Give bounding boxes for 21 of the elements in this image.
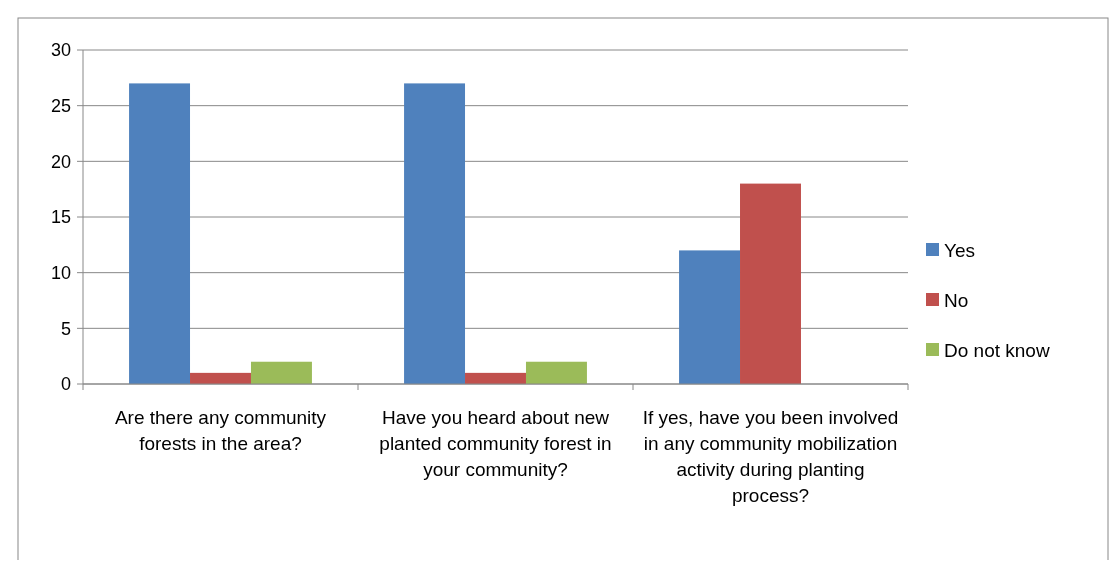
bar: [740, 183, 801, 384]
bar: [465, 372, 526, 384]
y-tick-label: 15: [50, 207, 71, 228]
bar: [525, 361, 587, 384]
x-tick-label: Are there any community forests in the area?: [114, 407, 327, 454]
y-tick-label: 5: [60, 318, 71, 339]
bar: [404, 83, 466, 384]
bar: [250, 361, 312, 384]
y-tick-label: 20: [50, 151, 71, 172]
x-tick-label: If yes, have you been involved in any community mobilization activity during planting process?: [642, 407, 899, 506]
bar: [190, 372, 251, 384]
bar: [129, 83, 191, 384]
legend-label: Do not know: [944, 339, 1050, 361]
y-tick-label: 10: [50, 262, 71, 283]
legend-label: Yes: [944, 239, 975, 261]
y-tick-label: 30: [50, 40, 71, 61]
x-tick-label: Have you heard about new planted community forest in your community?: [379, 407, 612, 480]
bar: [679, 250, 741, 384]
y-tick-label: 0: [60, 374, 71, 395]
legend-label: No: [944, 289, 969, 311]
y-tick-label: 25: [50, 95, 71, 116]
